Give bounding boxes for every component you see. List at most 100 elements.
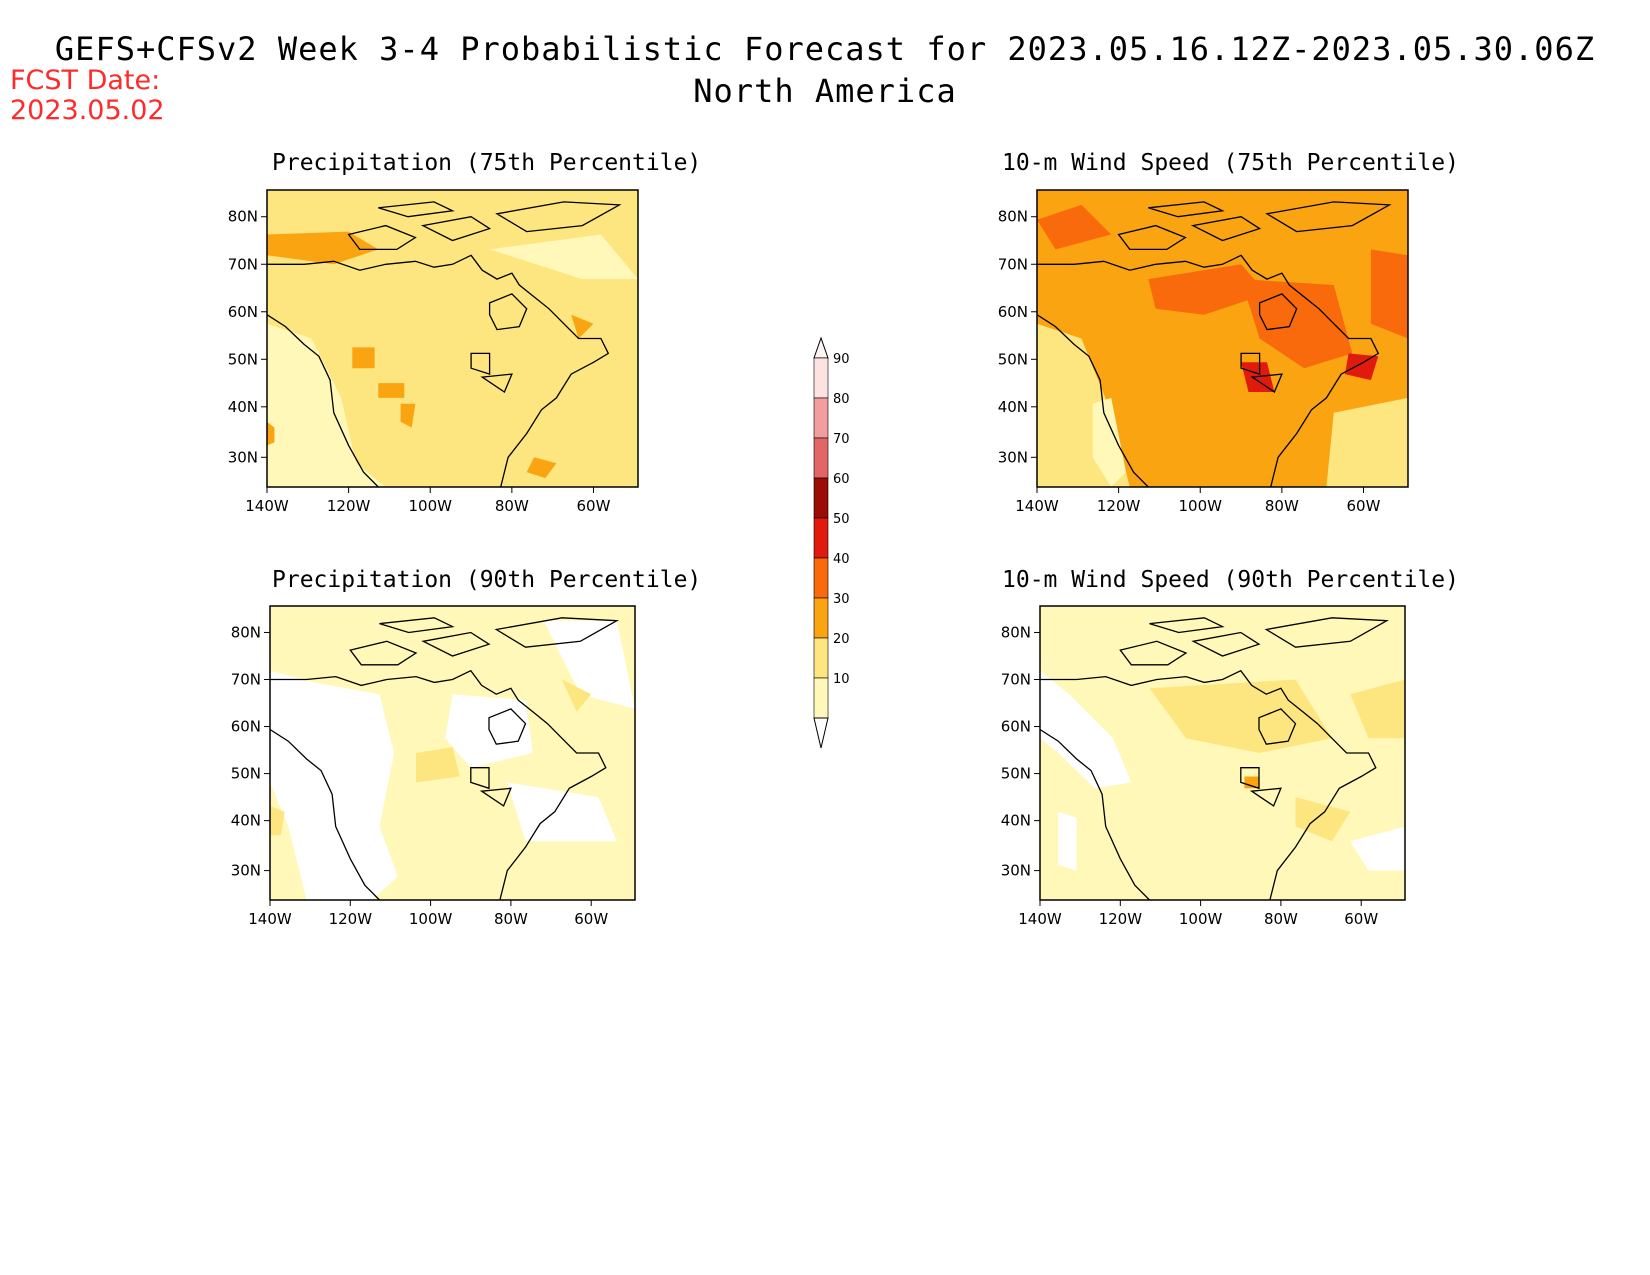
map-frame: [266, 189, 639, 488]
map-content: 140W 120W 100W 80W 60W 80N 70N 60N 50N 40N 30N: [1001, 605, 1406, 926]
shaded-region: [1241, 279, 1353, 369]
colorbar-swatch: [813, 357, 829, 399]
colorbar-swatch: [813, 477, 829, 519]
lon-tick-label: 80W: [494, 910, 528, 926]
shaded-region: [267, 323, 386, 487]
map-frame: [1039, 605, 1406, 901]
shaded-region: [267, 421, 275, 446]
shaded-region: [267, 231, 379, 265]
colorbar-label: 40: [833, 552, 850, 567]
colorbar: 90 80 70 60 50 40 30 20 10: [813, 336, 850, 749]
coastline: [269, 617, 620, 901]
colorbar-swatch: [813, 437, 829, 479]
map-precip-75: 140W 120W 100W 80W 60W 80N 70N 60N 50N 40N 30N: [228, 189, 639, 515]
region-title: North America: [693, 72, 957, 110]
shaded-region: [416, 747, 460, 783]
shaded-region: [507, 782, 617, 842]
fcst-date-value: 2023.05.02: [10, 95, 165, 126]
colorbar-label: 70: [833, 432, 850, 447]
lon-tick-label: 100W: [1179, 497, 1223, 515]
lat-tick-label: 60N: [998, 303, 1028, 321]
coastline: [1036, 201, 1392, 488]
map-content: 140W 120W 100W 80W 60W 80N 70N 60N 50N 40N 30N: [231, 605, 636, 926]
lat-tick-label: 70N: [998, 255, 1028, 273]
lon-tick-label: 60W: [574, 910, 608, 926]
map-content: 140W 120W 100W 80W 60W 80N 70N 60N 50N 40N 30N: [998, 189, 1409, 515]
colorbar-top-arrow: [813, 336, 829, 359]
lon-tick-label: 120W: [327, 497, 371, 515]
colorbar-swatch: [813, 397, 829, 439]
lon-tick-label: 80W: [495, 497, 529, 515]
lat-tick-label: 40N: [1001, 812, 1031, 830]
shaded-region: [1037, 204, 1112, 250]
shaded-region: [1344, 353, 1379, 381]
panel-title-precip-75: Precipitation (75th Percentile): [272, 150, 702, 176]
lat-tick-label: 70N: [228, 255, 258, 273]
shaded-region: [352, 347, 375, 369]
colorbar-label: 60: [833, 472, 850, 487]
colorbar-swatch: [813, 517, 829, 559]
shaded-region: [1350, 826, 1405, 871]
lat-tick-label: 80N: [231, 623, 261, 641]
main-title: GEFS+CFSv2 Week 3-4 Probabilistic Foreca…: [54, 30, 1596, 68]
lat-tick-label: 50N: [1001, 765, 1031, 783]
lon-tick-label: 100W: [1179, 910, 1223, 926]
lon-tick-label: 140W: [1015, 497, 1059, 515]
colorbar-swatch: [813, 637, 829, 679]
colorbar-label: 90: [833, 352, 850, 367]
lon-tick-label: 140W: [248, 910, 292, 926]
shaded-region: [378, 383, 405, 398]
panel-title-wind-90: 10-m Wind Speed (90th Percentile): [1002, 567, 1459, 593]
coastline: [266, 201, 622, 488]
colorbar-label: 10: [833, 672, 850, 687]
lon-tick-label: 120W: [1097, 497, 1141, 515]
lon-tick-label: 80W: [1265, 497, 1299, 515]
lon-tick-label: 60W: [1344, 910, 1378, 926]
shaded-region: [1326, 397, 1408, 487]
shaded-region: [562, 679, 592, 712]
lat-tick-label: 30N: [231, 862, 261, 880]
map-wind-90: 140W 120W 100W 80W 60W 80N 70N 60N 50N 40N 30N: [1001, 605, 1406, 926]
colorbar-label: 20: [833, 632, 850, 647]
lat-tick-label: 50N: [998, 350, 1028, 368]
colorbar-swatch: [813, 677, 829, 719]
lon-tick-label: 100W: [409, 497, 453, 515]
shaded-region: [1092, 397, 1126, 487]
map-frame: [1036, 189, 1409, 488]
lat-tick-label: 50N: [228, 350, 258, 368]
lat-tick-label: 60N: [1001, 718, 1031, 736]
lon-tick-label: 100W: [409, 910, 453, 926]
colorbar-label: 80: [833, 392, 850, 407]
panel-title-wind-75: 10-m Wind Speed (75th Percentile): [1002, 150, 1459, 176]
colorbar-swatch: [813, 597, 829, 639]
map-frame: [269, 605, 636, 901]
lat-tick-label: 70N: [1001, 671, 1031, 689]
forecast-date-block: FCST Date: 2023.05.02: [10, 66, 165, 126]
map-wind-75: 140W 120W 100W 80W 60W 80N 70N 60N 50N 40N 30N: [998, 189, 1409, 515]
shaded-region: [1148, 264, 1267, 315]
lon-tick-label: 60W: [577, 497, 611, 515]
lon-tick-label: 120W: [1099, 910, 1143, 926]
shaded-region: [1370, 249, 1408, 339]
lat-tick-label: 30N: [998, 448, 1028, 466]
lat-tick-label: 80N: [998, 208, 1028, 226]
shaded-region: [526, 457, 557, 479]
lon-tick-label: 80W: [1264, 910, 1298, 926]
shaded-region: [1040, 670, 1132, 789]
panel-title-precip-90: Precipitation (90th Percentile): [272, 567, 702, 593]
lat-tick-label: 40N: [998, 398, 1028, 416]
lat-tick-label: 40N: [231, 812, 261, 830]
lon-tick-label: 120W: [329, 910, 373, 926]
lat-tick-label: 70N: [231, 671, 261, 689]
colorbar-label: 30: [833, 592, 850, 607]
colorbar-bottom-arrow: [813, 717, 829, 749]
lat-tick-label: 30N: [228, 448, 258, 466]
fcst-date-label: FCST Date:: [10, 65, 161, 96]
shaded-region: [1295, 797, 1351, 842]
lat-tick-label: 80N: [228, 208, 258, 226]
lat-tick-label: 80N: [1001, 623, 1031, 641]
shaded-region: [400, 403, 416, 428]
lon-tick-label: 140W: [1018, 910, 1062, 926]
lat-tick-label: 40N: [228, 398, 258, 416]
shaded-region: [489, 234, 638, 280]
